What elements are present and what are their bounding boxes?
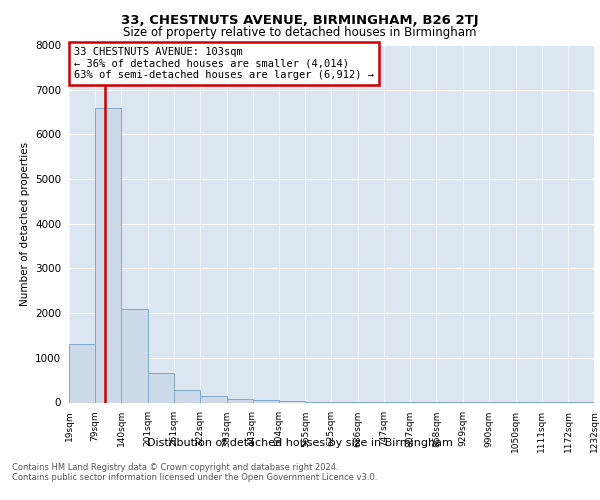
Bar [200,396,227,402]
Bar [95,108,121,403]
Bar [174,390,200,402]
Bar [253,400,279,402]
Y-axis label: Number of detached properties: Number of detached properties [20,142,29,306]
Text: 33, CHESTNUTS AVENUE, BIRMINGHAM, B26 2TJ: 33, CHESTNUTS AVENUE, BIRMINGHAM, B26 2T… [121,14,479,27]
Bar [69,344,95,403]
Text: Contains HM Land Registry data © Crown copyright and database right 2024.: Contains HM Land Registry data © Crown c… [12,462,338,471]
Text: Size of property relative to detached houses in Birmingham: Size of property relative to detached ho… [123,26,477,39]
Text: Contains public sector information licensed under the Open Government Licence v3: Contains public sector information licen… [12,472,377,482]
Bar [121,308,148,402]
Text: Distribution of detached houses by size in Birmingham: Distribution of detached houses by size … [147,438,453,448]
Text: 33 CHESTNUTS AVENUE: 103sqm
← 36% of detached houses are smaller (4,014)
63% of : 33 CHESTNUTS AVENUE: 103sqm ← 36% of det… [74,47,374,80]
Bar [227,399,253,402]
Bar [279,401,305,402]
Bar [148,374,174,402]
